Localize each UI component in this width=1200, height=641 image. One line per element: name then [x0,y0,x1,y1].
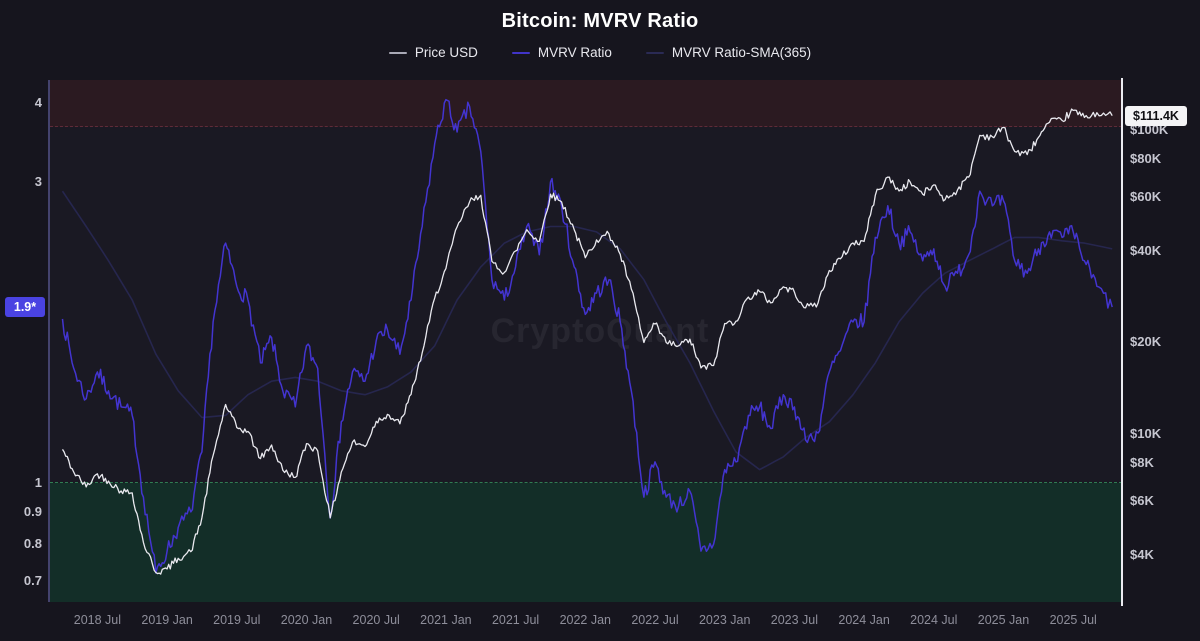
legend-item-price-usd[interactable]: Price USD [388,45,478,60]
left-axis-tick: 4 [34,95,42,111]
overvalued-zone [50,80,1122,127]
right-axis-tick: $40K [1130,242,1162,258]
legend-item-mvrv-sma[interactable]: MVRV Ratio-SMA(365) [645,45,812,60]
chart-title: Bitcoin: MVRV Ratio [501,10,699,32]
x-axis-tick: 2023 Jul [770,613,819,627]
x-axis-tick: 2024 Jan [838,613,890,627]
chart-legend: Price USD MVRV Ratio MVRV Ratio-SMA(365) [0,45,1200,60]
mvrv-sma-line [61,190,1113,471]
legend-marker-price-usd [388,51,407,54]
legend-label-mvrv-sma: MVRV Ratio-SMA(365) [671,45,812,60]
right-axis-line[interactable] [1121,78,1123,606]
right-axis-tick: $4K [1130,546,1154,562]
x-axis-tick: 2022 Jan [559,613,612,627]
left-axis-tick: 3 [34,173,42,189]
price-current-badge: $111.4K [1125,105,1187,126]
x-axis-tick: 2025 Jul [1049,613,1097,627]
x-axis-tick: 2018 Jul [73,613,122,627]
legend-marker-mvrv-sma [645,51,664,54]
left-axis-tick: 0.8 [23,536,42,552]
x-axis-tick: 2020 Jan [280,613,333,627]
legend-label-mvrv-ratio: MVRV Ratio [537,45,612,60]
legend-item-mvrv-ratio[interactable]: MVRV Ratio [511,45,612,60]
plot-area[interactable]: CryptoQuant [50,80,1122,602]
x-axis-tick: 2021 Jan [420,613,472,627]
right-axis-tick: $80K [1130,151,1162,167]
x-axis-tick: 2023 Jan [698,613,751,627]
x-axis-tick: 2020 Jul [352,613,400,627]
legend-marker-mvrv-ratio [511,51,530,54]
x-axis-tick: 2021 Jul [491,613,540,627]
x-axis-tick: 2022 Jul [631,613,679,627]
left-axis-tick: 1 [34,475,42,490]
undervalued-threshold-line [50,482,1122,483]
mvrv-current-badge: 1.9* [5,297,45,318]
right-axis-tick: $10K [1130,426,1162,441]
mvrv-line [61,98,1113,574]
x-axis-tick: 2025 Jan [977,613,1030,627]
left-axis-tick: 0.9 [23,503,42,519]
legend-label-price-usd: Price USD [414,45,478,60]
right-axis-tick: $8K [1130,455,1154,471]
price-line [61,108,1113,575]
x-axis-tick: 2024 Jul [910,613,958,627]
x-axis-tick: 2019 Jul [213,613,261,627]
undervalued-zone [50,483,1122,602]
series-canvas [61,98,1113,575]
right-axis-tick: $100K [1130,122,1169,137]
left-axis-line [48,80,50,602]
right-axis-tick: $6K [1130,493,1154,509]
left-axis-tick: 0.7 [23,572,42,588]
x-axis-tick: 2019 Jan [141,613,193,627]
overvalued-threshold-line [50,125,1122,127]
right-axis-tick: $20K [1130,334,1162,350]
right-axis-tick: $60K [1130,189,1162,205]
